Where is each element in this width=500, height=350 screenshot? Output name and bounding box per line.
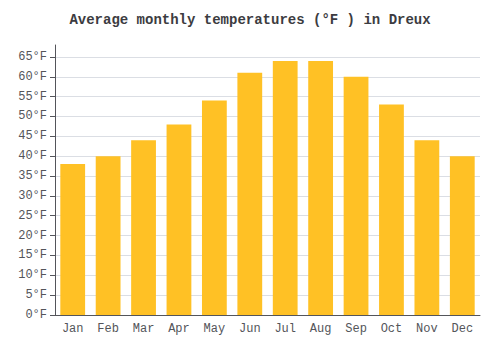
svg-text:55°F: 55°F	[18, 90, 47, 104]
svg-text:Mar: Mar	[133, 322, 155, 336]
svg-text:50°F: 50°F	[18, 109, 47, 123]
svg-text:5°F: 5°F	[25, 288, 47, 302]
svg-text:Average monthly temperatures (: Average monthly temperatures (°F ) in Dr…	[69, 12, 431, 28]
svg-text:60°F: 60°F	[18, 70, 47, 84]
svg-text:May: May	[204, 322, 226, 336]
svg-text:10°F: 10°F	[18, 268, 47, 282]
svg-text:40°F: 40°F	[18, 149, 47, 163]
svg-text:0°F: 0°F	[25, 308, 47, 322]
svg-text:20°F: 20°F	[18, 229, 47, 243]
svg-text:Nov: Nov	[416, 322, 438, 336]
svg-text:Jul: Jul	[274, 322, 296, 336]
svg-text:Jan: Jan	[62, 322, 84, 336]
svg-text:65°F: 65°F	[18, 50, 47, 64]
svg-text:45°F: 45°F	[18, 129, 47, 143]
svg-text:Sep: Sep	[345, 322, 367, 336]
svg-text:15°F: 15°F	[18, 248, 47, 262]
svg-text:35°F: 35°F	[18, 169, 47, 183]
svg-text:Aug: Aug	[310, 322, 332, 336]
svg-text:Apr: Apr	[168, 322, 190, 336]
svg-text:25°F: 25°F	[18, 209, 47, 223]
svg-text:Jun: Jun	[239, 322, 261, 336]
svg-text:30°F: 30°F	[18, 189, 47, 203]
svg-text:Oct: Oct	[381, 322, 403, 336]
svg-text:Feb: Feb	[97, 322, 119, 336]
svg-text:Dec: Dec	[451, 322, 473, 336]
